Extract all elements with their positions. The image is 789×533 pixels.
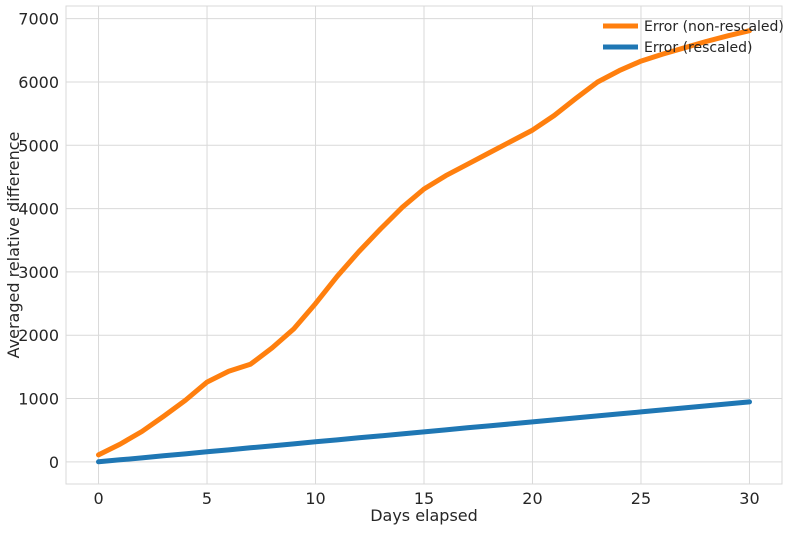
x-tick-label: 25 bbox=[631, 489, 651, 508]
x-tick-label: 0 bbox=[93, 489, 103, 508]
x-tick-label: 30 bbox=[739, 489, 759, 508]
series-line-2 bbox=[96, 399, 752, 465]
y-tick-label: 6000 bbox=[18, 73, 59, 92]
x-tick-label: 15 bbox=[414, 489, 434, 508]
x-tick-label: 5 bbox=[202, 489, 212, 508]
x-tick-label: 20 bbox=[522, 489, 542, 508]
x-tick-label: 10 bbox=[305, 489, 325, 508]
y-axis-label: Averaged relative difference bbox=[4, 132, 23, 359]
y-tick-label: 2000 bbox=[18, 326, 59, 345]
grid bbox=[66, 6, 782, 484]
tick-labels: 0 5 10 15 20 25 30 0 1000 2000 3000 4000 5000 6000 700… bbox=[18, 10, 759, 508]
y-tick-label: 0 bbox=[49, 453, 59, 472]
y-tick-label: 3000 bbox=[18, 263, 59, 282]
series-line-1 bbox=[96, 28, 752, 458]
y-tick-label: 1000 bbox=[18, 390, 59, 409]
x-axis-label: Days elapsed bbox=[370, 506, 478, 525]
plot-frame bbox=[65, 5, 783, 485]
legend: Error (non-rescaled) Error (rescaled) bbox=[603, 19, 784, 56]
legend-label-1: Error (non-rescaled) bbox=[644, 19, 784, 35]
y-tick-label: 7000 bbox=[18, 10, 59, 29]
y-tick-label: 4000 bbox=[18, 200, 59, 219]
series-lines bbox=[96, 28, 752, 465]
legend-label-2: Error (rescaled) bbox=[644, 40, 753, 56]
y-tick-label: 5000 bbox=[18, 136, 59, 155]
